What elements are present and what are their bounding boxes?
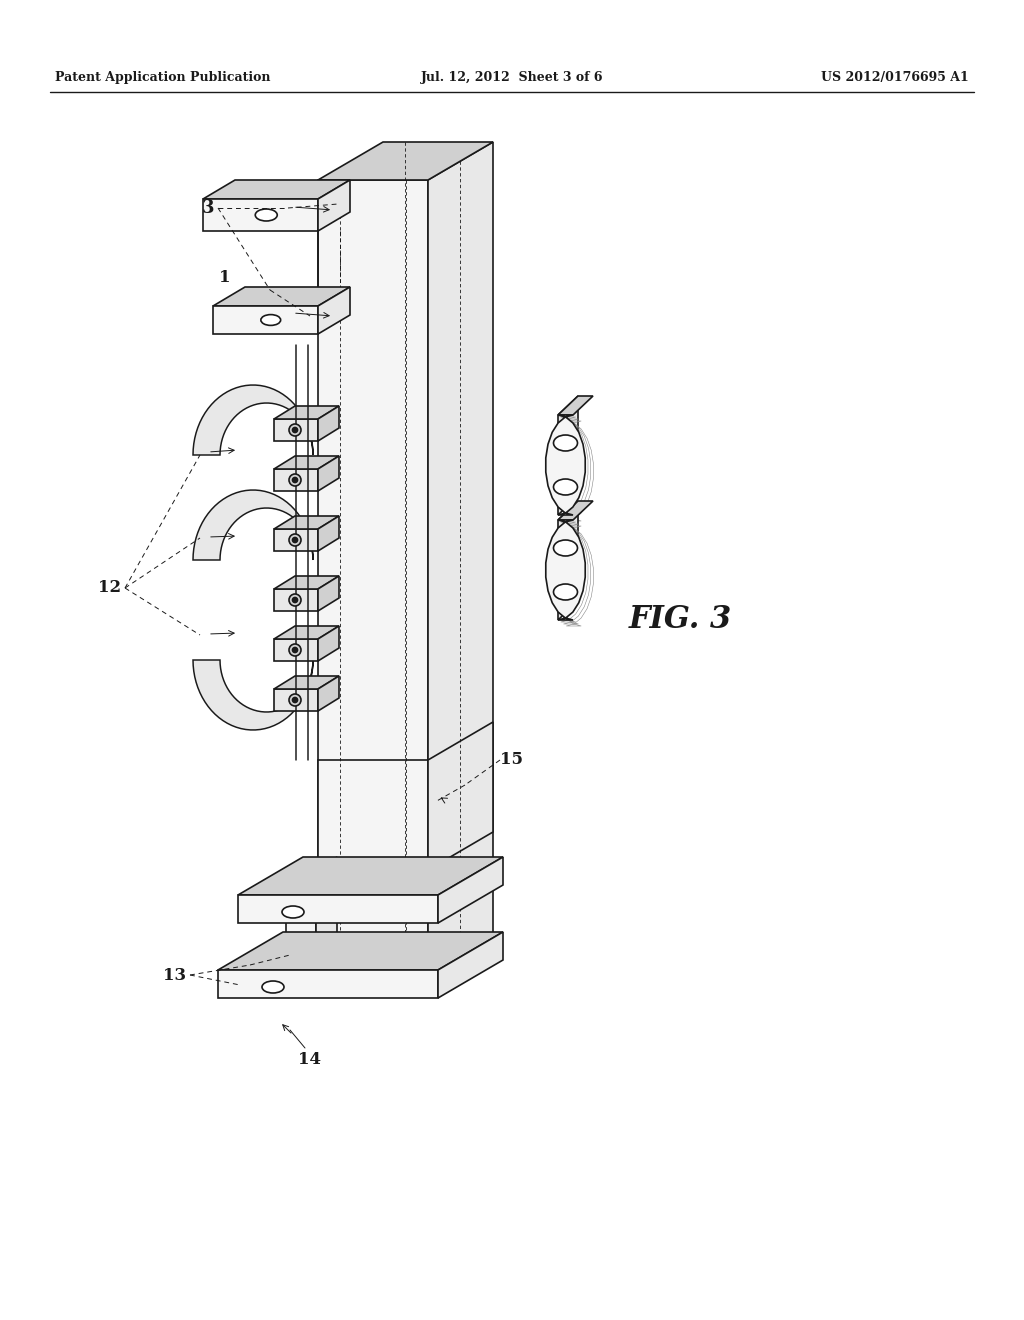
Polygon shape	[558, 502, 578, 620]
Polygon shape	[546, 520, 586, 620]
Polygon shape	[318, 676, 339, 711]
Polygon shape	[213, 306, 318, 334]
Polygon shape	[428, 143, 493, 995]
Polygon shape	[274, 689, 318, 711]
Circle shape	[293, 648, 298, 652]
Circle shape	[289, 535, 301, 546]
Polygon shape	[193, 385, 313, 455]
Polygon shape	[318, 516, 339, 550]
Circle shape	[293, 697, 298, 702]
Circle shape	[289, 644, 301, 656]
Polygon shape	[318, 143, 493, 180]
Polygon shape	[316, 857, 337, 995]
Polygon shape	[274, 676, 339, 689]
Polygon shape	[274, 469, 318, 491]
Circle shape	[289, 474, 301, 486]
Circle shape	[293, 598, 298, 602]
Polygon shape	[193, 490, 313, 560]
Text: US 2012/0176695 A1: US 2012/0176695 A1	[821, 71, 969, 84]
Ellipse shape	[554, 540, 578, 556]
Polygon shape	[318, 180, 428, 995]
Polygon shape	[318, 576, 339, 611]
Text: 12: 12	[98, 579, 122, 597]
Circle shape	[293, 428, 298, 433]
Polygon shape	[274, 639, 318, 661]
Ellipse shape	[282, 906, 304, 917]
Polygon shape	[218, 970, 438, 998]
Polygon shape	[558, 396, 578, 515]
Polygon shape	[438, 857, 503, 923]
Polygon shape	[318, 455, 339, 491]
Polygon shape	[318, 760, 428, 870]
Circle shape	[289, 594, 301, 606]
Polygon shape	[203, 199, 318, 231]
Polygon shape	[274, 407, 339, 418]
Ellipse shape	[262, 981, 284, 993]
Text: 1: 1	[219, 269, 230, 286]
Polygon shape	[318, 286, 350, 334]
Text: FIG. 3: FIG. 3	[629, 605, 731, 635]
Text: 14: 14	[299, 1052, 322, 1068]
Circle shape	[289, 424, 301, 436]
Circle shape	[293, 537, 298, 543]
Polygon shape	[238, 857, 503, 895]
Polygon shape	[546, 414, 586, 515]
Text: 15: 15	[500, 751, 523, 768]
Polygon shape	[238, 895, 438, 923]
Polygon shape	[274, 529, 318, 550]
Polygon shape	[274, 418, 318, 441]
Polygon shape	[274, 455, 339, 469]
Polygon shape	[193, 660, 313, 730]
Polygon shape	[318, 626, 339, 661]
Polygon shape	[274, 516, 339, 529]
Text: Patent Application Publication: Patent Application Publication	[55, 71, 270, 84]
Polygon shape	[203, 180, 350, 199]
Polygon shape	[318, 407, 339, 441]
Circle shape	[289, 694, 301, 706]
Polygon shape	[274, 576, 339, 589]
Polygon shape	[318, 180, 350, 231]
Circle shape	[293, 478, 298, 483]
Polygon shape	[558, 502, 593, 520]
Polygon shape	[274, 589, 318, 611]
Polygon shape	[286, 870, 316, 995]
Ellipse shape	[261, 314, 281, 326]
Polygon shape	[428, 722, 493, 870]
Polygon shape	[558, 396, 593, 414]
Polygon shape	[218, 932, 503, 970]
Ellipse shape	[554, 479, 578, 495]
Ellipse shape	[554, 436, 578, 451]
Text: Jul. 12, 2012  Sheet 3 of 6: Jul. 12, 2012 Sheet 3 of 6	[421, 71, 603, 84]
Text: 3: 3	[202, 199, 214, 216]
Text: 13: 13	[164, 966, 186, 983]
Polygon shape	[438, 932, 503, 998]
Ellipse shape	[554, 583, 578, 601]
Polygon shape	[213, 286, 350, 306]
Polygon shape	[274, 626, 339, 639]
Ellipse shape	[255, 209, 278, 220]
